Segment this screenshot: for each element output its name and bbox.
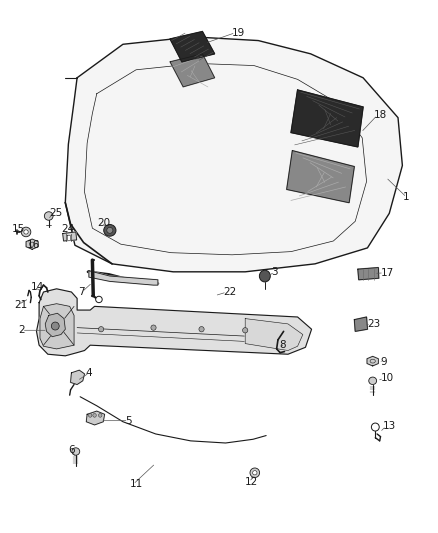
Polygon shape xyxy=(71,370,85,384)
Text: 10: 10 xyxy=(381,373,394,383)
Polygon shape xyxy=(170,31,215,62)
Ellipse shape xyxy=(95,296,102,303)
Text: 15: 15 xyxy=(12,224,25,235)
Text: 17: 17 xyxy=(381,268,394,278)
Ellipse shape xyxy=(21,227,31,237)
Ellipse shape xyxy=(151,325,156,330)
Polygon shape xyxy=(67,235,70,240)
Ellipse shape xyxy=(51,322,59,330)
Ellipse shape xyxy=(104,224,116,236)
Ellipse shape xyxy=(24,230,28,234)
Text: 22: 22 xyxy=(223,287,237,297)
Ellipse shape xyxy=(93,414,96,417)
Polygon shape xyxy=(63,232,77,241)
Polygon shape xyxy=(354,317,367,332)
Ellipse shape xyxy=(44,212,53,220)
Text: 11: 11 xyxy=(130,480,143,489)
Text: 24: 24 xyxy=(61,224,74,235)
Text: 1: 1 xyxy=(403,192,409,203)
Ellipse shape xyxy=(243,328,248,333)
Polygon shape xyxy=(86,411,105,425)
Text: 6: 6 xyxy=(68,445,75,455)
Ellipse shape xyxy=(99,414,102,417)
Text: 21: 21 xyxy=(14,300,28,310)
Text: 5: 5 xyxy=(125,416,132,426)
Text: 14: 14 xyxy=(30,282,44,292)
Polygon shape xyxy=(358,268,379,280)
Ellipse shape xyxy=(250,468,260,478)
Text: 4: 4 xyxy=(86,368,92,378)
Text: 20: 20 xyxy=(98,218,111,228)
Ellipse shape xyxy=(253,471,257,475)
Ellipse shape xyxy=(72,448,80,455)
Text: 7: 7 xyxy=(78,287,85,297)
Polygon shape xyxy=(26,239,38,249)
Text: 19: 19 xyxy=(232,28,245,38)
Polygon shape xyxy=(367,357,378,366)
Ellipse shape xyxy=(107,228,113,233)
Text: 16: 16 xyxy=(27,240,40,250)
Polygon shape xyxy=(65,37,403,272)
Ellipse shape xyxy=(199,327,204,332)
Polygon shape xyxy=(245,319,303,351)
Polygon shape xyxy=(287,151,354,203)
Polygon shape xyxy=(45,313,65,337)
Text: 3: 3 xyxy=(272,267,278,277)
Text: 25: 25 xyxy=(49,208,63,219)
Text: 2: 2 xyxy=(18,325,25,335)
Text: 23: 23 xyxy=(367,319,381,329)
Text: 13: 13 xyxy=(383,421,396,431)
Ellipse shape xyxy=(99,327,104,332)
Polygon shape xyxy=(89,271,158,285)
Ellipse shape xyxy=(259,270,270,282)
Polygon shape xyxy=(36,289,311,356)
Ellipse shape xyxy=(371,423,379,431)
Polygon shape xyxy=(170,54,215,87)
Ellipse shape xyxy=(88,414,92,417)
Text: 9: 9 xyxy=(381,357,387,367)
Ellipse shape xyxy=(369,377,377,384)
Text: 8: 8 xyxy=(279,340,286,350)
Polygon shape xyxy=(40,304,74,349)
Text: 18: 18 xyxy=(374,110,387,120)
Text: 12: 12 xyxy=(245,477,258,487)
Polygon shape xyxy=(291,90,363,147)
